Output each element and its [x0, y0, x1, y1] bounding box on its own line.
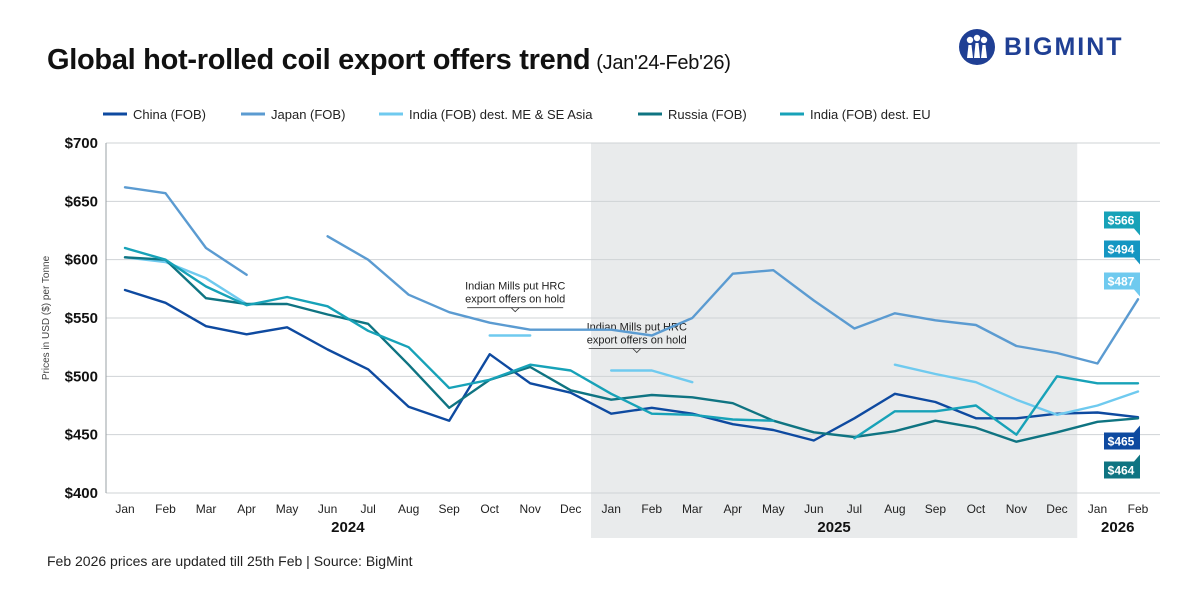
end-value-label: $566: [1108, 214, 1135, 228]
x-tick-label: Oct: [480, 502, 499, 516]
end-value-tag-shape: [1104, 240, 1140, 265]
end-value-tag: $487: [1104, 272, 1140, 297]
x-tick-label: Oct: [967, 502, 986, 516]
y-tick-label: $650: [65, 193, 98, 210]
legend-label: India (FOB) dest. ME & SE Asia: [409, 107, 593, 122]
legend-item: Russia (FOB): [638, 107, 747, 122]
annotation-line2: export offers on hold: [465, 294, 565, 306]
x-tick-label: Jan: [1088, 502, 1107, 516]
x-tick-label: Jul: [847, 502, 862, 516]
x-tick-label: Dec: [560, 502, 581, 516]
series-line-china: [123, 288, 1140, 442]
x-tick-label: Jan: [602, 502, 621, 516]
y-tick-label: $700: [65, 135, 98, 152]
shaded-year-region: [590, 143, 1078, 538]
x-tick-label: Sep: [925, 502, 947, 516]
series-line-japan: [326, 235, 1140, 365]
year-label: 2024: [331, 519, 365, 536]
series-line-india_eu: [123, 246, 775, 422]
x-tick-label: Feb: [641, 502, 662, 516]
x-tick-label: Apr: [237, 502, 256, 516]
legend-label: China (FOB): [133, 107, 206, 122]
end-value-tag-shape: [1104, 211, 1140, 236]
series-line-russia: [123, 256, 1140, 443]
x-tick-label: Jun: [804, 502, 823, 516]
x-tick-label: Dec: [1046, 502, 1067, 516]
annotation-line1: Indian Mills put HRC: [465, 281, 565, 293]
y-tick-label: $400: [65, 485, 98, 502]
x-tick-label: May: [276, 502, 299, 516]
series-line-india_eu: [853, 375, 1140, 440]
footer-note: Feb 2026 prices are updated till 25th Fe…: [47, 553, 413, 569]
end-value-tag: $465: [1104, 425, 1140, 450]
legend-item: China (FOB): [103, 107, 206, 122]
y-tick-label: $500: [65, 368, 98, 385]
legend-item: Japan (FOB): [241, 107, 345, 122]
y-tick-label: $550: [65, 310, 98, 327]
end-value-tag-shape: [1104, 454, 1140, 479]
end-value-label: $464: [1108, 464, 1135, 478]
end-value-tag: $566: [1104, 211, 1140, 236]
y-tick-label: $600: [65, 252, 98, 269]
logo-text: BIGMINT: [1004, 32, 1124, 61]
legend-label: Russia (FOB): [668, 107, 747, 122]
x-tick-label: Nov: [520, 502, 541, 516]
year-label: 2025: [817, 519, 850, 536]
annotation-pointer: [510, 307, 520, 313]
x-tick-label: Mar: [196, 502, 217, 516]
annotation-pointer: [632, 348, 642, 354]
x-tick-label: Mar: [682, 502, 703, 516]
end-value-tag-shape: [1104, 272, 1140, 297]
legend-item: India (FOB) dest. ME & SE Asia: [379, 107, 593, 122]
chart-title: Global hot-rolled coil export offers tre…: [47, 44, 731, 76]
x-tick-label: Aug: [398, 502, 419, 516]
legend-label: Japan (FOB): [271, 107, 345, 122]
x-tick-label: Feb: [1128, 502, 1149, 516]
bigmint-logo-icon: [959, 29, 995, 65]
series-line-japan: [123, 186, 248, 276]
x-tick-label: Sep: [438, 502, 460, 516]
end-value-tag-shape: [1104, 425, 1140, 450]
x-tick-label: Jul: [360, 502, 375, 516]
x-tick-label: Nov: [1006, 502, 1027, 516]
y-tick-label: $450: [65, 427, 98, 444]
series-line-india_me: [893, 363, 1140, 416]
x-tick-label: Apr: [723, 502, 742, 516]
brand-logo: BIGMINT: [958, 28, 1124, 66]
end-value-label: $494: [1108, 243, 1135, 257]
legend-label: India (FOB) dest. EU: [810, 107, 931, 122]
annotation-line2: export offers on hold: [587, 335, 687, 347]
chart-subtitle: (Jan'24-Feb'26): [596, 52, 731, 74]
year-label: 2026: [1101, 519, 1134, 536]
x-tick-label: Jan: [115, 502, 134, 516]
legend-item: India (FOB) dest. EU: [780, 107, 931, 122]
y-axis-label: Prices in USD ($) per Tonne: [41, 255, 52, 380]
x-tick-label: Feb: [155, 502, 176, 516]
end-value-label: $487: [1108, 275, 1135, 289]
end-value-tag: $464: [1104, 454, 1140, 479]
series-line-india_me: [610, 369, 694, 384]
x-tick-label: May: [762, 502, 785, 516]
x-tick-label: Jun: [318, 502, 337, 516]
end-value-tag: $494: [1104, 240, 1140, 265]
end-value-label: $465: [1108, 435, 1135, 449]
x-tick-label: Aug: [884, 502, 905, 516]
